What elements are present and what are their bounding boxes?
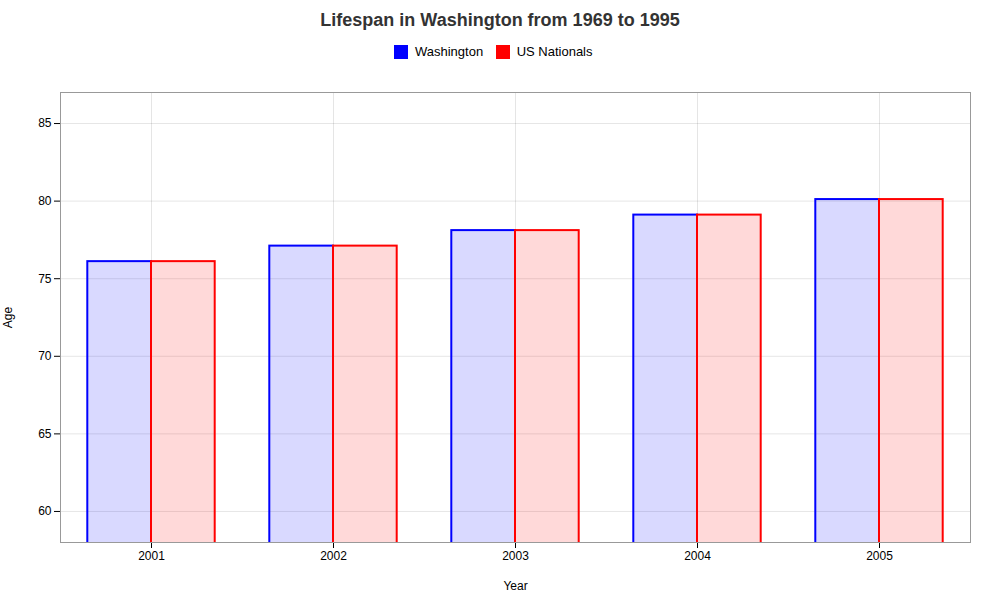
svg-text:Year: Year	[503, 578, 527, 592]
svg-text:2001: 2001	[138, 549, 165, 563]
svg-text:2003: 2003	[502, 549, 529, 563]
html-text:Washington: Washington	[415, 44, 484, 59]
svg-text:Age: Age	[1, 306, 15, 328]
svg-text:75: 75	[38, 271, 52, 285]
svg-text:2005: 2005	[866, 549, 893, 563]
svg-text:2002: 2002	[320, 549, 347, 563]
html-text:Lifespan in Washington from 19: Lifespan in Washington from 1969 to 1995	[320, 10, 680, 30]
html-text:US Nationals: US Nationals	[516, 44, 593, 59]
svg-text:70: 70	[38, 349, 52, 363]
svg-text:80: 80	[38, 193, 52, 207]
svg-text:2004: 2004	[684, 549, 711, 563]
svg-text:85: 85	[38, 116, 52, 130]
svg-text:60: 60	[38, 504, 52, 518]
svg-text:65: 65	[38, 426, 52, 440]
